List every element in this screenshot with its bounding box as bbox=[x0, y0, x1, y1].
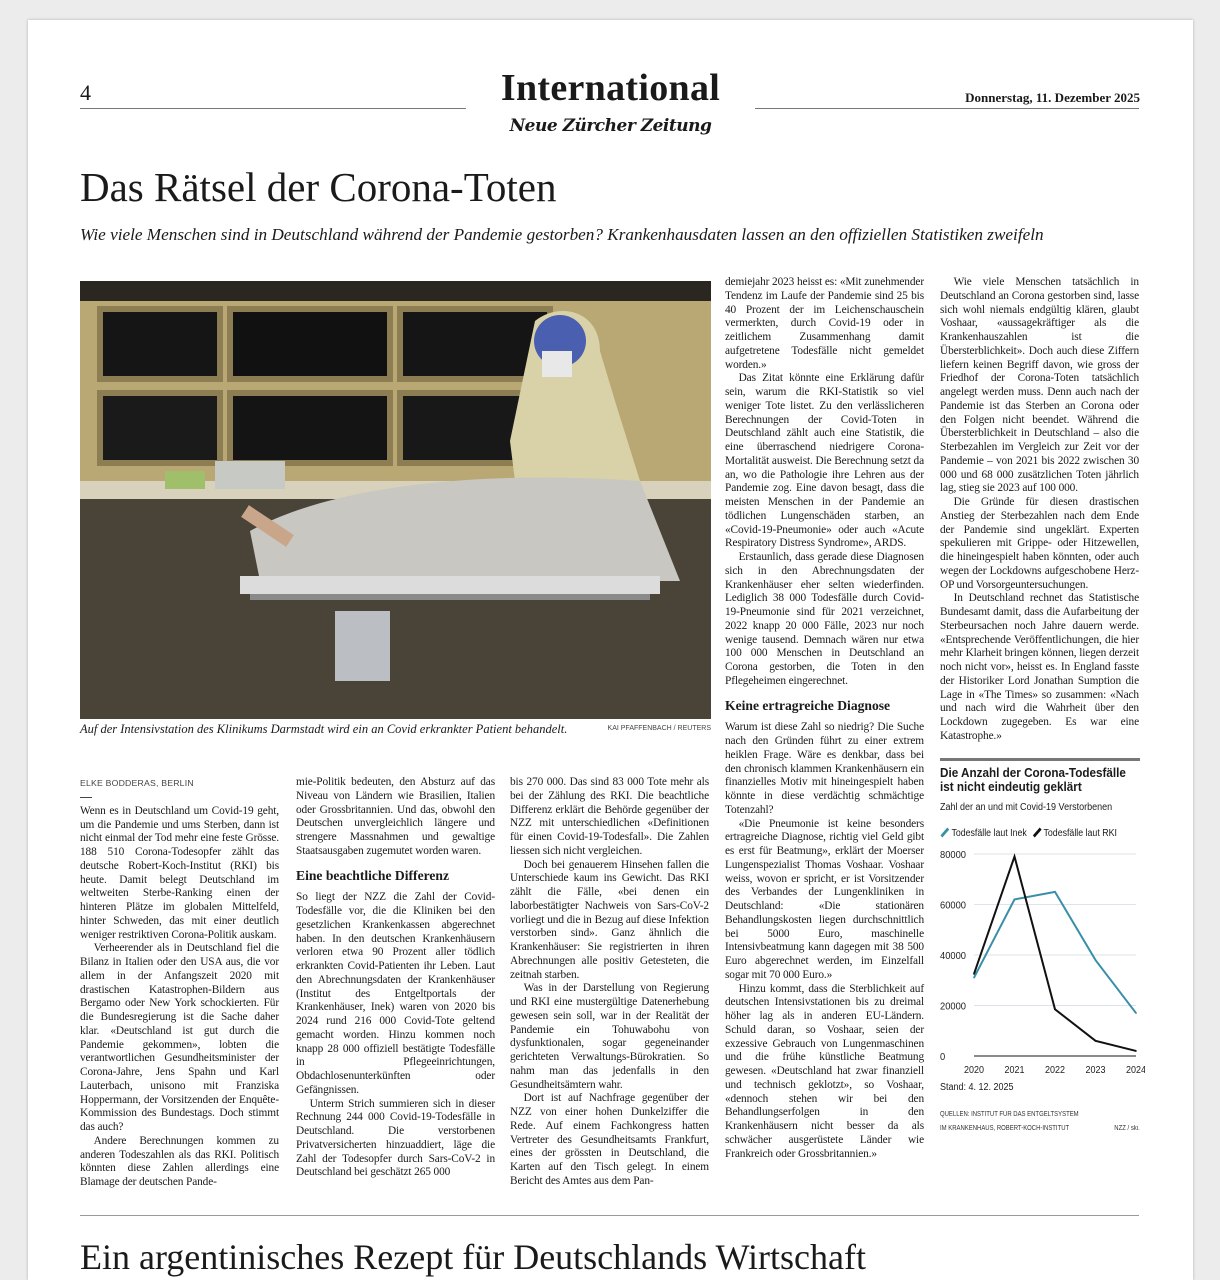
data-point bbox=[1054, 1007, 1056, 1010]
paragraph: Das Zitat könnte eine Erklärung dafür se… bbox=[725, 372, 924, 550]
paragraph: Andere Berechnungen kommen zu anderen To… bbox=[80, 1134, 279, 1188]
legend-label: Todesfälle laut RKI bbox=[1043, 827, 1117, 839]
chart-note: Stand: 4. 12. 2025 bbox=[940, 1081, 1014, 1093]
legend-swatch-icon bbox=[1032, 827, 1042, 838]
article-bottom-rule bbox=[80, 1215, 1139, 1216]
paragraph: Dort ist auf Nachfrage gegenüber der NZZ… bbox=[510, 1092, 709, 1187]
article-subtitle: Wie viele Menschen sind in Deutschland w… bbox=[80, 225, 1044, 244]
paragraph: «Die Pneumonie ist keine besonders ertra… bbox=[725, 817, 924, 981]
article-column-1: ELKE BODDERAS, BERLIN Wenn es in Deutsch… bbox=[80, 777, 279, 1190]
column-5-text: Wie viele Menschen tatsächlich in Deutsc… bbox=[940, 276, 1139, 744]
chart-title: Die Anzahl der Corona-Todesfälle ist nic… bbox=[940, 764, 1126, 794]
paragraph: Wenn es in Deutschland um Covid-19 geht,… bbox=[80, 804, 279, 941]
icu-photo-illustration bbox=[80, 281, 711, 719]
header-rule-right bbox=[755, 108, 1139, 109]
x-tick-label: 2024 bbox=[1126, 1065, 1145, 1076]
article-headline: Das Rätsel der Corona-Toten bbox=[80, 164, 557, 210]
line-chart: 0 20000 40000 60000 80000 2020 2021 2022 2023 202… bbox=[940, 850, 1145, 1076]
data-point bbox=[1013, 855, 1016, 857]
paragraph: demiejahr 2023 heisst es: «Mit zunehmend… bbox=[725, 276, 924, 371]
next-article-headline: Ein argentinisches Rezept für Deutschlan… bbox=[80, 1237, 866, 1277]
section-title: International bbox=[500, 67, 721, 109]
subheading: Keine ertragreiche Diagnose bbox=[725, 697, 891, 713]
byline-dash bbox=[80, 796, 92, 798]
data-point bbox=[1135, 1049, 1137, 1052]
author-byline: ELKE BODDERAS, BERLIN bbox=[80, 778, 194, 788]
data-point bbox=[973, 972, 975, 975]
paragraph: Was in der Darstellung von Regierung und… bbox=[510, 982, 709, 1091]
chart-source-1: QUELLEN: INSTITUT FÜR DAS ENTGELTSYSTEM bbox=[940, 1110, 1079, 1118]
x-tick-label: 2023 bbox=[1086, 1065, 1106, 1076]
chart-subtitle: Zahl der an und mit Covid-19 Verstorbene… bbox=[940, 801, 1113, 813]
article-column-2: mie-Politik bedeuten, den Absturz auf da… bbox=[296, 776, 495, 1180]
paragraph: Hinzu kommt, dass die Sterblichkeit auf … bbox=[725, 982, 924, 1160]
photo-credit: KAI PFAFFENBACH / REUTERS bbox=[607, 725, 711, 732]
paragraph: Verheerender als in Deutschland fiel die… bbox=[80, 942, 279, 1133]
photo-caption: Auf der Intensivstation des Klinikums Da… bbox=[80, 722, 568, 736]
paragraph: mie-Politik bedeuten, den Absturz auf da… bbox=[296, 776, 495, 857]
x-tick-label: 2020 bbox=[964, 1065, 984, 1076]
paragraph: Unterm Strich summieren sich in dieser R… bbox=[296, 1097, 495, 1179]
paragraph: Warum ist diese Zahl so niedrig? Die Suc… bbox=[725, 721, 924, 816]
y-tick-label: 40000 bbox=[940, 951, 966, 962]
y-tick-label: 20000 bbox=[940, 1001, 966, 1012]
chart-source-2: IM KRANKENHAUS, ROBERT-KOCH-INSTITUT bbox=[940, 1124, 1070, 1132]
series-line-inek bbox=[973, 890, 1137, 1014]
data-point bbox=[1013, 898, 1016, 900]
legend-item: Todesfälle laut Inek bbox=[940, 828, 1027, 839]
chart-legend: Todesfälle laut Inek Todesfälle laut RKI bbox=[940, 828, 1117, 840]
article-column-3: bis 270 000. Das sind 83 000 Tote mehr a… bbox=[510, 776, 709, 1189]
legend-label: Todesfälle laut Inek bbox=[951, 827, 1027, 839]
data-point bbox=[1094, 1039, 1097, 1042]
paragraph: So liegt der NZZ die Zahl der Covid-Tode… bbox=[296, 891, 495, 1096]
legend-swatch-icon bbox=[940, 827, 950, 838]
legend-item: Todesfälle laut RKI bbox=[1032, 828, 1117, 839]
x-tick-label: 2021 bbox=[1005, 1065, 1025, 1076]
chart-box: Die Anzahl der Corona-Todesfälle ist nic… bbox=[940, 757, 1145, 1133]
series-line-rki bbox=[973, 852, 1137, 1052]
paragraph: Die Gründe für diesen drastischen Anstie… bbox=[940, 496, 1139, 591]
paragraph: Doch bei genauerem Hinsehen fallen die U… bbox=[510, 858, 709, 981]
data-point bbox=[1135, 1011, 1137, 1014]
y-tick-label: 60000 bbox=[940, 900, 966, 911]
chart-credit: NZZ / ski. bbox=[1114, 1124, 1140, 1132]
article-photo bbox=[80, 281, 711, 719]
chart-top-rule bbox=[940, 757, 1140, 761]
masthead-logo: Neue Zürcher Zeitung bbox=[509, 116, 712, 136]
newspaper-page: 4 International Neue Zürcher Zeitung Don… bbox=[28, 20, 1193, 1280]
issue-date: Donnerstag, 11. Dezember 2025 bbox=[965, 90, 1140, 105]
article-column-5: Wie viele Menschen tatsächlich in Deutsc… bbox=[940, 276, 1145, 1133]
paragraph: In Deutschland rechnet das Statistische … bbox=[940, 592, 1139, 742]
data-point bbox=[1054, 890, 1056, 893]
data-point bbox=[1094, 958, 1097, 961]
paragraph: bis 270 000. Das sind 83 000 Tote mehr a… bbox=[510, 776, 709, 857]
article-column-4: demiejahr 2023 heisst es: «Mit zunehmend… bbox=[725, 276, 924, 1161]
subheading: Eine beachtliche Differenz bbox=[296, 867, 450, 883]
y-tick-label: 0 bbox=[940, 1052, 946, 1063]
page-number: 4 bbox=[80, 80, 91, 105]
header-rule-left bbox=[80, 108, 466, 109]
paragraph: Wie viele Menschen tatsächlich in Deutsc… bbox=[940, 276, 1139, 495]
y-tick-label: 80000 bbox=[940, 850, 966, 861]
x-tick-label: 2022 bbox=[1045, 1065, 1065, 1076]
paragraph: Erstaunlich, dass gerade diese Diagnosen… bbox=[725, 551, 924, 687]
data-point bbox=[973, 976, 975, 979]
